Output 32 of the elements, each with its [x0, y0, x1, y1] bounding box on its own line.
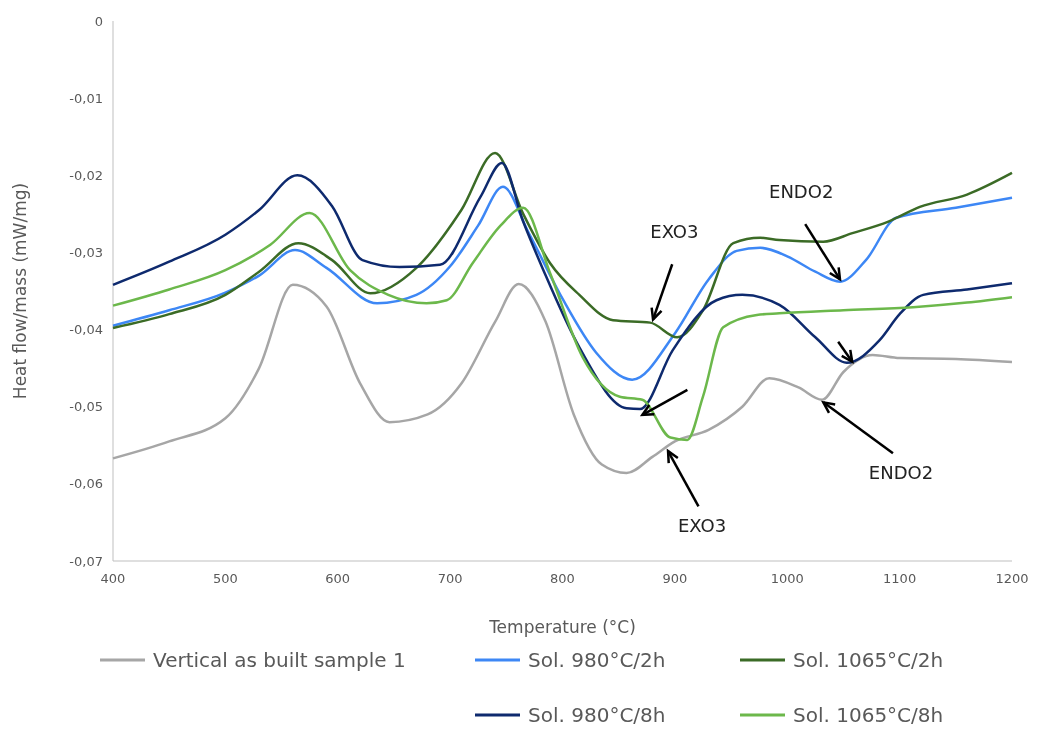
x-tick-label: 900 [662, 571, 688, 586]
line-series [111, 206, 1014, 442]
y-tick-label: -0,04 [69, 322, 103, 338]
x-axis-title: Temperature (°C) [488, 617, 636, 637]
annotation: EXO3 [650, 220, 699, 242]
line-series [111, 161, 1014, 411]
legend-label: Sol. 980°C/2h [528, 648, 666, 672]
x-tick-label: 1200 [995, 571, 1029, 586]
y-tick-label: -0,07 [69, 553, 103, 569]
x-tick-label: 500 [212, 571, 238, 586]
x-tick-label: 600 [325, 571, 351, 586]
x-tick-label: 400 [100, 571, 126, 586]
y-tick-label: -0,01 [69, 90, 103, 106]
annotation: ENDO2 [868, 461, 934, 483]
annotation: EXO3 [677, 515, 727, 537]
legend-label: Sol. 1065°C/2h [793, 648, 944, 672]
x-tick-label: 800 [550, 571, 575, 586]
y-axis-title: Heat flow/mass (mW/mg) [10, 182, 30, 400]
y-tick-label: -0,05 [69, 399, 103, 415]
x-tick-label: 1000 [770, 571, 804, 586]
y-tick-label: -0,02 [69, 167, 103, 183]
annotation: ENDO2 [769, 180, 834, 202]
legend-label: Sol. 980°C/8h [528, 703, 666, 727]
y-tick-label: -0,06 [69, 476, 103, 492]
y-tick-label: 0 [94, 13, 103, 29]
legend-label: Sol. 1065°C/8h [793, 703, 944, 727]
line-series [111, 151, 1014, 339]
line-series [111, 185, 1014, 381]
legend-label: Vertical as built sample 1 [153, 648, 406, 672]
x-tick-label: 1100 [883, 571, 917, 586]
x-tick-label: 700 [437, 571, 463, 586]
y-tick-label: -0,03 [69, 244, 103, 260]
